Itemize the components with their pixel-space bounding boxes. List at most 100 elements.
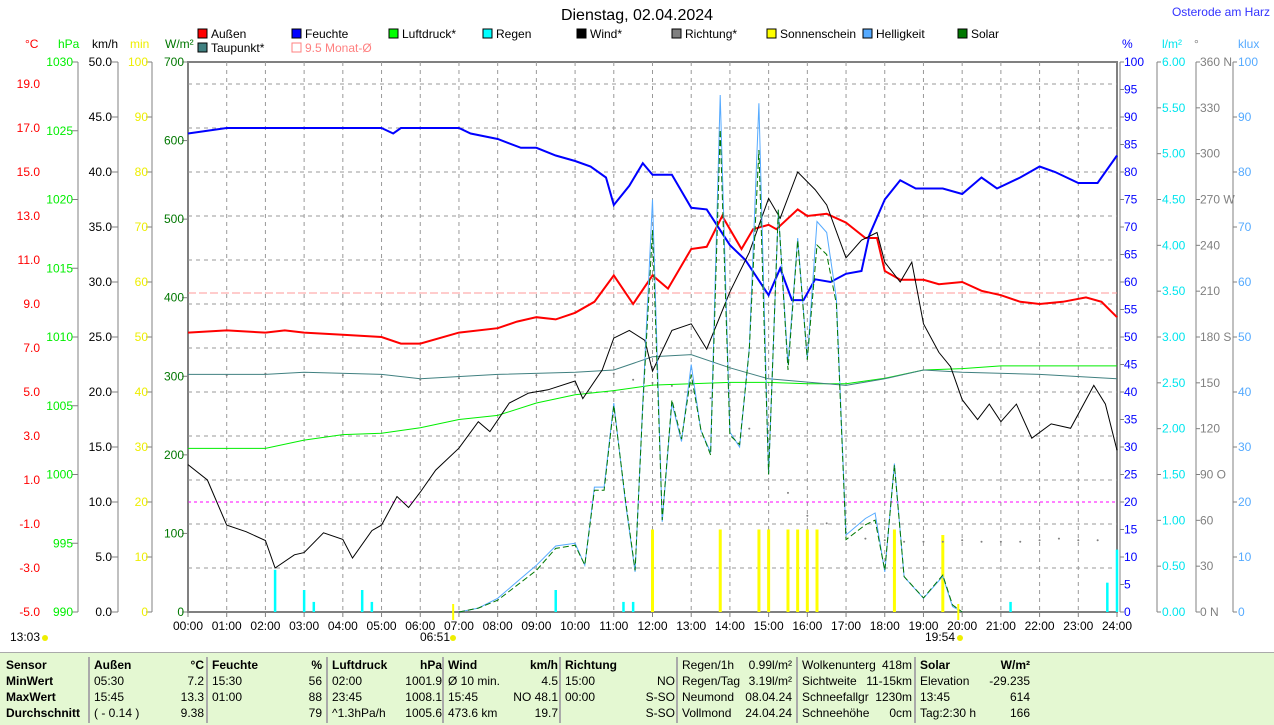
table-value: S-SO — [645, 690, 675, 704]
humidity-tick-label: 65 — [1124, 248, 1138, 262]
solar-tick-label: 300 — [164, 369, 184, 383]
table-value: W/m² — [1000, 658, 1030, 672]
table-value: 1005.6 — [405, 706, 442, 720]
direction-point — [632, 378, 635, 381]
pressure-tick-label: 1010 — [46, 330, 73, 344]
table-value: 24.04.24 — [745, 706, 792, 720]
direction-point — [496, 377, 499, 380]
table-row: 15:30 56 — [208, 673, 326, 689]
direction-point — [786, 491, 789, 494]
table-row: ^1.3hPa/h 1005.6 — [328, 705, 446, 721]
table-label: Sichtweite — [802, 674, 857, 688]
table-label: 01:00 — [212, 690, 243, 704]
klux-tick-label: 90 — [1238, 110, 1252, 124]
table-column: Wind km/h Ø 10 min. 4.5 15:45 NO 48.1 473.6 km… — [442, 657, 562, 723]
sun-icon — [450, 635, 456, 641]
legend-item: Helligkeit — [876, 27, 925, 41]
solar-tick-label: 700 — [164, 55, 184, 69]
x-tick-label: 17:00 — [831, 619, 861, 633]
x-tick-label: 00:00 — [173, 619, 203, 633]
direction-point — [748, 427, 751, 430]
table-label: 473.6 km — [448, 706, 498, 720]
x-tick-label: 22:00 — [1025, 619, 1055, 633]
legend-swatch — [862, 28, 873, 39]
chart-title: Dienstag, 02.04.2024 — [561, 7, 713, 24]
klux-tick-label: 80 — [1238, 165, 1252, 179]
table-row: 15:45 13.3 — [90, 689, 208, 705]
table-label: 15:30 — [212, 674, 243, 688]
x-tick-label: 12:00 — [637, 619, 667, 633]
temp-tick-label: 17.0 — [17, 121, 41, 135]
table-value: °C — [190, 658, 204, 672]
x-tick-label: 02:00 — [250, 619, 280, 633]
humidity-tick-label: 85 — [1124, 138, 1138, 152]
direction-point — [922, 540, 925, 543]
table-label: Feuchte — [212, 658, 259, 672]
rain-tick-label: 3.50 — [1162, 284, 1186, 298]
x-tick-label: 11:00 — [599, 619, 628, 633]
table-row: Durchschnitt — [2, 705, 85, 721]
rain-tick-label: 1.00 — [1162, 513, 1186, 527]
x-tick-label: 01:00 — [212, 619, 242, 633]
series-line-feuchte — [187, 127, 1118, 302]
direction-tick-label: 210 — [1200, 284, 1220, 298]
direction-point — [806, 514, 809, 517]
legend-swatch — [291, 28, 302, 39]
direction-point — [999, 540, 1002, 543]
x-tick-label: 04:00 — [328, 619, 358, 633]
pressure-tick-label: 1000 — [46, 468, 73, 482]
table-value: 0.99l/m² — [748, 658, 792, 672]
table-value: 1230m — [875, 690, 912, 704]
direction-point — [941, 540, 944, 543]
humidity-tick-label: 100 — [1124, 55, 1144, 69]
table-column: Außen °C 05:30 7.2 15:45 13.3 ( - 0.14 ) 9.38 — [88, 657, 208, 723]
table-row: Schneehöhe 0cm — [798, 705, 916, 721]
direction-point — [612, 372, 615, 375]
wind-tick-label: 10.0 — [89, 495, 113, 509]
sun-tick-label: 0 — [141, 605, 148, 619]
x-tick-label: 08:00 — [483, 619, 513, 633]
x-tick-label: 24:00 — [1102, 619, 1132, 633]
temp-tick-label: 15.0 — [17, 165, 41, 179]
sun-tick-label: 100 — [128, 55, 148, 69]
table-value: 1008.1 — [405, 690, 442, 704]
direction-point — [535, 374, 538, 377]
table-label: Regen/Tag — [682, 674, 741, 688]
sunrise-time: 06:51 — [420, 630, 450, 644]
table-row: Solar W/m² — [916, 657, 1034, 673]
x-tick-label: 10:00 — [560, 619, 590, 633]
table-label: ( - 0.14 ) — [94, 706, 140, 720]
table-value: hPa — [419, 658, 442, 672]
x-tick-label: 16:00 — [792, 619, 822, 633]
table-label: Wolkenunterg — [802, 658, 876, 672]
table-value: 4.5 — [541, 674, 558, 688]
x-tick-label: 07:00 — [444, 619, 474, 633]
direction-point — [903, 540, 906, 543]
temp-tick-label: 19.0 — [17, 77, 41, 91]
table-label: 15:00 — [565, 674, 596, 688]
table-label: MinWert — [6, 674, 54, 688]
table-row: Tag:2:30 h 166 — [916, 705, 1034, 721]
series-line-solar — [458, 129, 963, 613]
direction-point — [1116, 537, 1118, 540]
table-label: Neumond — [682, 690, 735, 704]
sun-tick-label: 10 — [135, 550, 149, 564]
direction-tick-label: 30 — [1200, 559, 1214, 573]
solar-tick-label: 100 — [164, 526, 184, 540]
wind-tick-label: 50.0 — [89, 55, 113, 69]
table-value: 79 — [308, 706, 322, 720]
table-value: 418m — [881, 658, 912, 672]
x-tick-label: 13:00 — [676, 619, 706, 633]
rain-tick-label: 5.50 — [1162, 101, 1186, 115]
temp-tick-label: -3.0 — [19, 561, 40, 575]
legend-item: Feuchte — [305, 27, 349, 41]
direction-point — [1096, 539, 1099, 542]
table-column: Sensor MinWert MaxWert Durchschnitt — [2, 657, 85, 723]
klux-tick-label: 20 — [1238, 495, 1252, 509]
pressure-tick-label: 1020 — [46, 193, 73, 207]
direction-unit-label: ° — [1194, 37, 1199, 51]
rain-tick-label: 1.50 — [1162, 468, 1186, 482]
wind-tick-label: 25.0 — [89, 330, 113, 344]
x-tick-label: 06:00 — [405, 619, 435, 633]
table-value: 56 — [308, 674, 322, 688]
